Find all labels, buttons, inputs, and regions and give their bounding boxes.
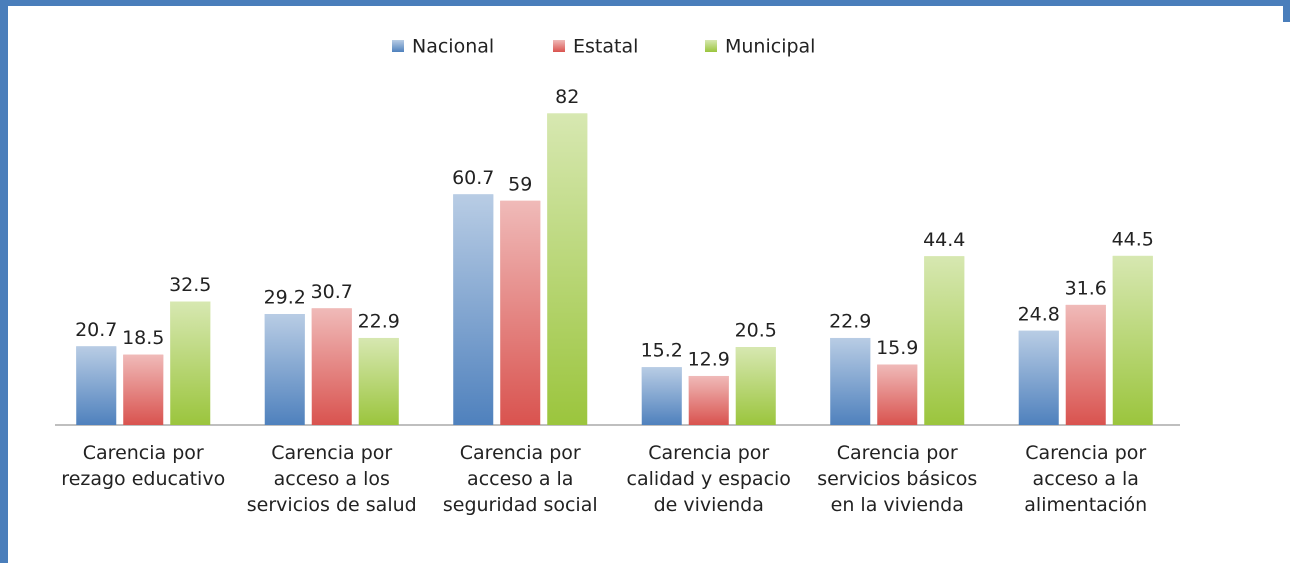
frame-left <box>0 0 8 563</box>
bar-shine <box>1018 330 1059 425</box>
data-label: 24.8 <box>1018 303 1060 325</box>
data-label: 22.9 <box>829 310 871 332</box>
data-label: 15.2 <box>641 340 683 362</box>
legend-swatch-shine <box>705 40 717 52</box>
data-label: 60.7 <box>452 167 494 189</box>
bar-shine <box>123 354 164 425</box>
bar-shine <box>358 337 399 425</box>
data-label: 32.5 <box>169 274 211 296</box>
bar-shine <box>500 200 541 425</box>
bar-shine <box>547 113 588 426</box>
x-tick-label: Carencia por rezago educativo <box>61 442 226 490</box>
data-label: 31.6 <box>1065 277 1107 299</box>
bar-shine <box>641 367 682 425</box>
x-tick-label: Carencia por servicios básicos en la viv… <box>817 442 978 516</box>
data-label: 18.5 <box>122 327 164 349</box>
data-label: 20.5 <box>735 320 777 342</box>
data-label: 30.7 <box>311 281 353 303</box>
data-label: 15.9 <box>876 337 918 359</box>
bar-shine <box>170 301 211 425</box>
x-tick-label: Carencia por acceso a la seguridad socia… <box>442 442 598 516</box>
data-label: 82 <box>555 86 579 108</box>
bar-shine <box>76 346 117 425</box>
legend-swatch-shine <box>553 40 565 52</box>
legend-swatch-shine <box>392 40 404 52</box>
data-label: 44.4 <box>923 229 965 251</box>
frame-right <box>1283 0 1290 22</box>
data-label: 12.9 <box>688 348 730 370</box>
bar-shine <box>830 337 871 425</box>
bar-shine <box>453 194 494 425</box>
data-label: 22.9 <box>358 310 400 332</box>
bar-shine <box>1065 304 1106 425</box>
data-label: 44.5 <box>1112 228 1154 250</box>
legend-label: Estatal <box>573 36 638 58</box>
legend-label: Nacional <box>412 36 494 58</box>
bar-shine <box>311 308 352 425</box>
legend-label: Municipal <box>725 36 815 58</box>
data-label: 29.2 <box>264 287 306 309</box>
data-label: 20.7 <box>75 319 117 341</box>
bar-shine <box>735 347 776 425</box>
bar-shine <box>924 256 965 425</box>
x-tick-label: Carencia por calidad y espacio de vivien… <box>626 442 791 516</box>
x-tick-label: Carencia por acceso a los servicios de s… <box>246 442 417 516</box>
bar-shine <box>1112 255 1153 425</box>
x-tick-label: Carencia por acceso a la alimentación <box>1024 442 1148 516</box>
bar-shine <box>877 364 918 425</box>
data-label: 59 <box>508 173 532 195</box>
frame-top <box>0 0 1290 6</box>
bar-shine <box>688 375 729 425</box>
bar-shine <box>264 314 305 425</box>
